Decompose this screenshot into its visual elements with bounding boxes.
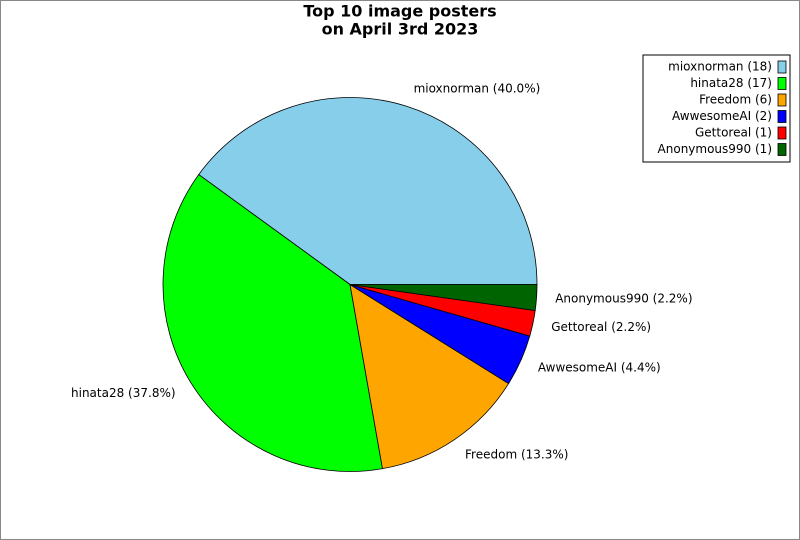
slice-label: Gettoreal (2.2%)	[551, 320, 651, 334]
pie-slice	[349, 284, 538, 311]
slice-label: mioxnorman (40.0%)	[414, 81, 541, 95]
slice-label: AwwesomeAI (4.4%)	[538, 361, 661, 375]
slice-label: Anonymous990 (2.2%)	[555, 291, 692, 305]
chart-title: on April 3rd 2023	[322, 20, 479, 39]
pie-slice	[349, 283, 510, 470]
legend-label: mioxnorman (18)	[668, 60, 772, 74]
slice-label: Freedom (13.3%)	[465, 448, 568, 462]
legend-swatch	[777, 93, 787, 107]
chart-title: Top 10 image posters	[303, 2, 496, 21]
legend-label: hinata28 (17)	[690, 76, 772, 90]
pie-slice	[162, 174, 383, 472]
pie-slice	[198, 97, 538, 285]
legend-label: AwwesomeAI (2)	[672, 109, 772, 123]
legend-swatch	[777, 77, 787, 90]
legend-swatch	[777, 110, 787, 123]
legend-swatch	[777, 143, 787, 156]
legend-label: Anonymous990 (1)	[658, 142, 772, 156]
legend-swatch	[777, 60, 787, 74]
legend-label: Freedom (6)	[699, 93, 772, 107]
slice-label: hinata28 (37.8%)	[71, 386, 176, 400]
legend-label: Gettoreal (1)	[695, 126, 772, 140]
legend-box	[642, 54, 791, 163]
legend-swatch	[777, 126, 787, 140]
